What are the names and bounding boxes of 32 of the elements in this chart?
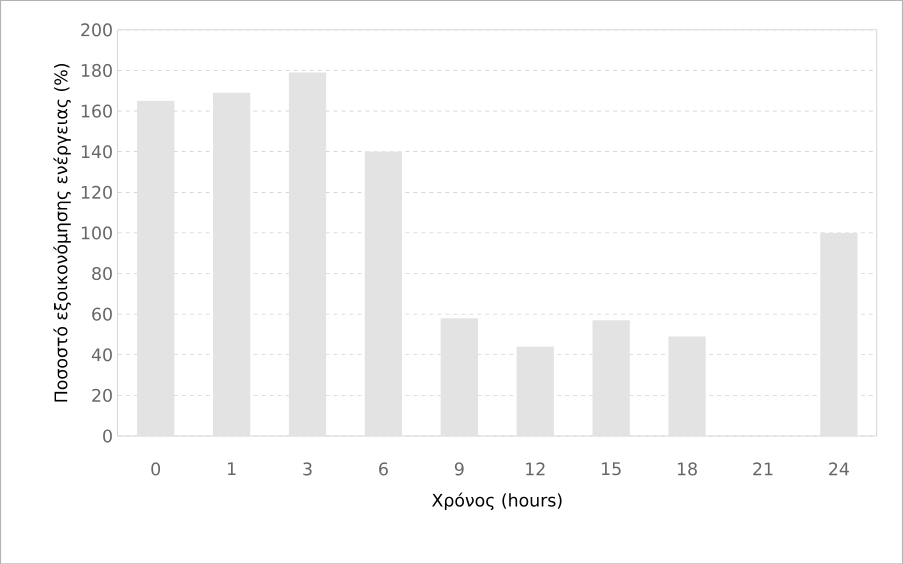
y-tick-label: 0: [103, 429, 112, 442]
y-axis-title: Ποσοστό εξοικονόμησης ενέργειας (%): [53, 64, 71, 402]
x-tick-label: 3: [303, 462, 312, 476]
bar: [516, 346, 554, 436]
x-tick-label: 1: [228, 462, 236, 475]
bar: [820, 232, 858, 436]
x-tick-label: 12: [526, 462, 545, 476]
x-tick-label: 21: [753, 462, 772, 476]
y-tick-label: 200: [81, 23, 112, 36]
y-tick-label: 80: [92, 266, 112, 280]
y-tick-label: 160: [82, 104, 112, 118]
y-tick-label: 100: [82, 226, 112, 240]
y-tick-label: 40: [92, 348, 112, 362]
bar: [364, 152, 402, 436]
y-tick-label: 180: [82, 64, 112, 77]
y-tick-label: 140: [82, 144, 112, 158]
y-tick-label: 60: [92, 307, 112, 321]
x-tick-label: 18: [678, 462, 697, 476]
x-tick-label: 0: [151, 462, 160, 476]
bar: [668, 336, 706, 436]
x-tick-label: 6: [379, 462, 388, 476]
bar: [137, 100, 174, 436]
x-tick-label: 15: [602, 462, 621, 476]
x-axis-title: Χρόνος (hours): [432, 492, 562, 510]
bar: [592, 320, 630, 436]
x-tick-label: 24: [829, 462, 849, 476]
x-tick-label: 9: [454, 462, 464, 476]
bar: [440, 318, 478, 436]
bar: [212, 92, 250, 436]
y-tick-label: 20: [92, 388, 112, 402]
bar: [288, 72, 326, 436]
y-tick-label: 120: [82, 186, 112, 199]
